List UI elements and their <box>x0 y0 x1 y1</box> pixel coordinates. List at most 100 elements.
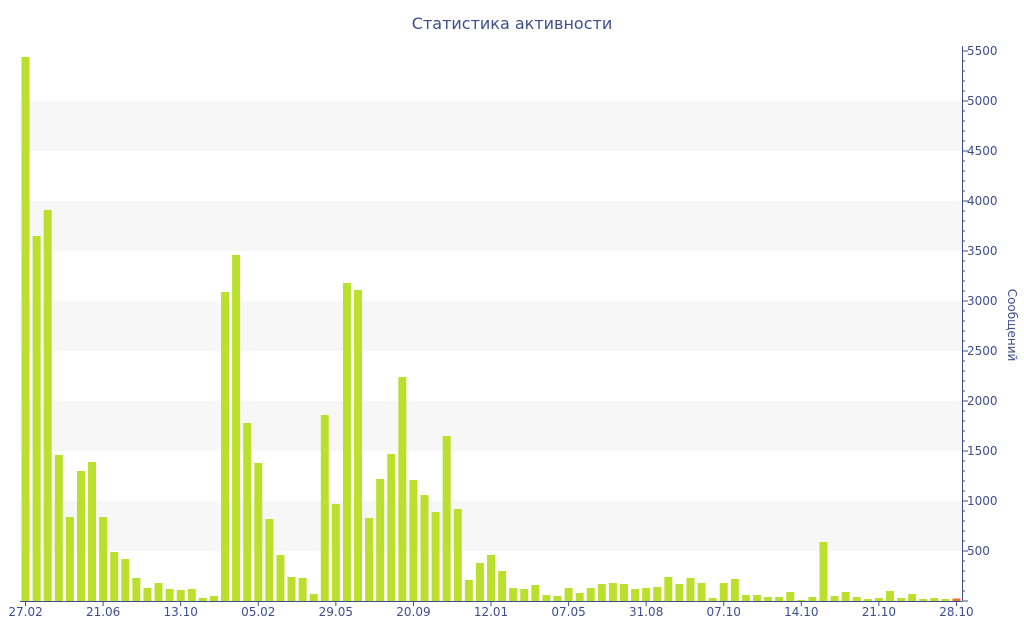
bar[interactable] <box>808 597 817 601</box>
bar[interactable] <box>76 471 85 601</box>
bar[interactable] <box>797 600 806 601</box>
bar[interactable] <box>132 578 141 601</box>
bar[interactable] <box>819 542 828 601</box>
x-tick-label: 14.10 <box>784 605 818 619</box>
bar[interactable] <box>619 584 628 601</box>
bar[interactable] <box>885 591 894 601</box>
bar[interactable] <box>453 509 462 601</box>
bar[interactable] <box>431 512 440 601</box>
bar[interactable] <box>509 588 518 601</box>
grid-band <box>20 201 962 251</box>
bar[interactable] <box>21 57 30 601</box>
y-axis: 500 1000 1500 2000 2500 3000 3500 4000 4500 5000 5… <box>962 44 998 602</box>
bar[interactable] <box>664 577 673 601</box>
bar[interactable] <box>741 595 750 601</box>
x-tick-label: 27.02 <box>8 605 42 619</box>
bar[interactable] <box>265 519 274 601</box>
bar[interactable] <box>775 597 784 601</box>
bar[interactable] <box>154 583 163 601</box>
bar[interactable] <box>165 589 174 601</box>
bar[interactable] <box>354 290 363 601</box>
bar[interactable] <box>487 555 495 601</box>
bar[interactable] <box>376 479 385 601</box>
bar[interactable] <box>442 436 451 601</box>
bar[interactable] <box>88 462 97 601</box>
y-tick-label: 5500 <box>967 44 998 58</box>
y-tick-label: 1500 <box>967 444 998 458</box>
bar[interactable] <box>830 596 839 601</box>
bar[interactable] <box>65 517 74 601</box>
bar[interactable] <box>420 495 429 601</box>
bar[interactable] <box>409 480 418 601</box>
bar[interactable] <box>176 590 185 601</box>
bar[interactable] <box>198 598 207 601</box>
bar[interactable] <box>675 584 684 601</box>
bar[interactable] <box>863 599 872 601</box>
bar[interactable] <box>908 594 917 601</box>
bar[interactable] <box>697 583 706 601</box>
x-axis: 27.02 21.06 13.10 05.02 29.05 20.09 12.01 07.05… <box>8 601 974 619</box>
bar[interactable] <box>930 598 939 601</box>
bar[interactable] <box>764 597 773 601</box>
x-tick-label: 12.01 <box>474 605 508 619</box>
bar[interactable] <box>331 504 340 601</box>
bar[interactable] <box>642 588 651 601</box>
bar[interactable] <box>730 579 739 601</box>
bar[interactable] <box>542 595 551 601</box>
bar[interactable] <box>464 580 473 601</box>
bar[interactable] <box>631 589 640 601</box>
bar[interactable] <box>897 598 906 601</box>
bar[interactable] <box>32 236 41 601</box>
bar[interactable] <box>287 577 296 601</box>
bar[interactable] <box>498 571 507 601</box>
bar[interactable] <box>342 283 351 601</box>
bar[interactable] <box>387 454 396 601</box>
grid-band <box>20 401 962 451</box>
bar[interactable] <box>952 598 961 602</box>
bar[interactable] <box>653 587 662 601</box>
x-tick-label: 07.05 <box>551 605 585 619</box>
bar[interactable] <box>941 599 950 601</box>
bar[interactable] <box>553 596 562 601</box>
bar[interactable] <box>99 517 108 601</box>
bar[interactable] <box>309 594 318 601</box>
bar[interactable] <box>608 583 617 601</box>
bar[interactable] <box>121 559 130 601</box>
bar[interactable] <box>221 292 230 601</box>
y-tick-label: 3500 <box>967 244 998 258</box>
bar[interactable] <box>209 596 218 601</box>
bar[interactable] <box>686 578 695 601</box>
grid-band <box>20 501 962 551</box>
bar[interactable] <box>398 377 407 601</box>
bar[interactable] <box>110 552 119 601</box>
bar[interactable] <box>232 255 241 601</box>
bar[interactable] <box>475 563 484 601</box>
bar[interactable] <box>575 593 584 601</box>
bar[interactable] <box>586 588 595 601</box>
bar[interactable] <box>597 584 606 601</box>
bar[interactable] <box>54 455 63 601</box>
bar[interactable] <box>874 598 883 601</box>
bar[interactable] <box>752 595 761 601</box>
bar[interactable] <box>919 599 928 601</box>
bar[interactable] <box>243 423 252 601</box>
bar[interactable] <box>276 555 285 601</box>
x-tick-label: 21.06 <box>86 605 120 619</box>
bar[interactable] <box>320 415 329 601</box>
bar[interactable] <box>365 518 374 601</box>
bar[interactable] <box>531 585 540 601</box>
bar[interactable] <box>564 588 573 601</box>
bar[interactable] <box>520 589 529 601</box>
bar[interactable] <box>852 597 861 601</box>
bar[interactable] <box>841 592 850 601</box>
bars-group <box>21 57 961 602</box>
bar[interactable] <box>187 589 196 601</box>
bar[interactable] <box>43 210 52 601</box>
bar[interactable] <box>143 588 152 601</box>
bar[interactable] <box>786 592 795 601</box>
bar[interactable] <box>254 463 263 601</box>
bar[interactable] <box>708 598 717 601</box>
bar[interactable] <box>719 583 728 601</box>
bar[interactable] <box>298 578 307 601</box>
